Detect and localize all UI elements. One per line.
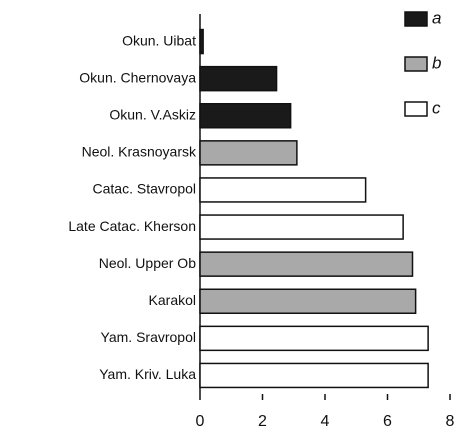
y-tick-label: Okun. Uibat xyxy=(122,32,196,48)
x-tick-label: 4 xyxy=(321,413,330,429)
legend-label: c xyxy=(432,98,441,117)
y-tick-label: Neol. Krasnoyarsk xyxy=(82,144,197,160)
x-tick-label: 2 xyxy=(258,413,267,429)
bar xyxy=(199,177,367,203)
bar xyxy=(199,251,414,277)
x-tick-label: 6 xyxy=(383,413,392,429)
y-tick-label: Okun. Chernovaya xyxy=(79,69,196,85)
legend-label: b xyxy=(432,53,441,72)
legend-swatch xyxy=(404,101,428,117)
y-tick-label: Yam. Kriv. Luka xyxy=(99,366,196,382)
bar xyxy=(199,65,278,92)
bar xyxy=(199,140,298,166)
legend-swatch xyxy=(404,11,428,27)
x-tick-label: 0 xyxy=(196,413,205,429)
legend-label: a xyxy=(432,8,441,27)
bar xyxy=(199,362,429,389)
y-tick-label: Catac. Stavropol xyxy=(93,181,197,197)
y-tick-label: Okun. V.Askiz xyxy=(109,106,196,122)
bar xyxy=(199,103,292,129)
legend-swatch xyxy=(404,56,428,72)
bar xyxy=(199,28,204,55)
y-tick-label: Yam. Sravropol xyxy=(101,329,196,345)
bar xyxy=(199,214,404,240)
x-tick-label: 8 xyxy=(446,413,455,429)
y-tick-label: Karakol xyxy=(149,292,196,308)
y-tick-label: Late Catac. Kherson xyxy=(68,218,196,234)
bar xyxy=(199,288,417,314)
bar xyxy=(199,325,429,352)
y-tick-label: Neol. Upper Ob xyxy=(99,255,196,271)
